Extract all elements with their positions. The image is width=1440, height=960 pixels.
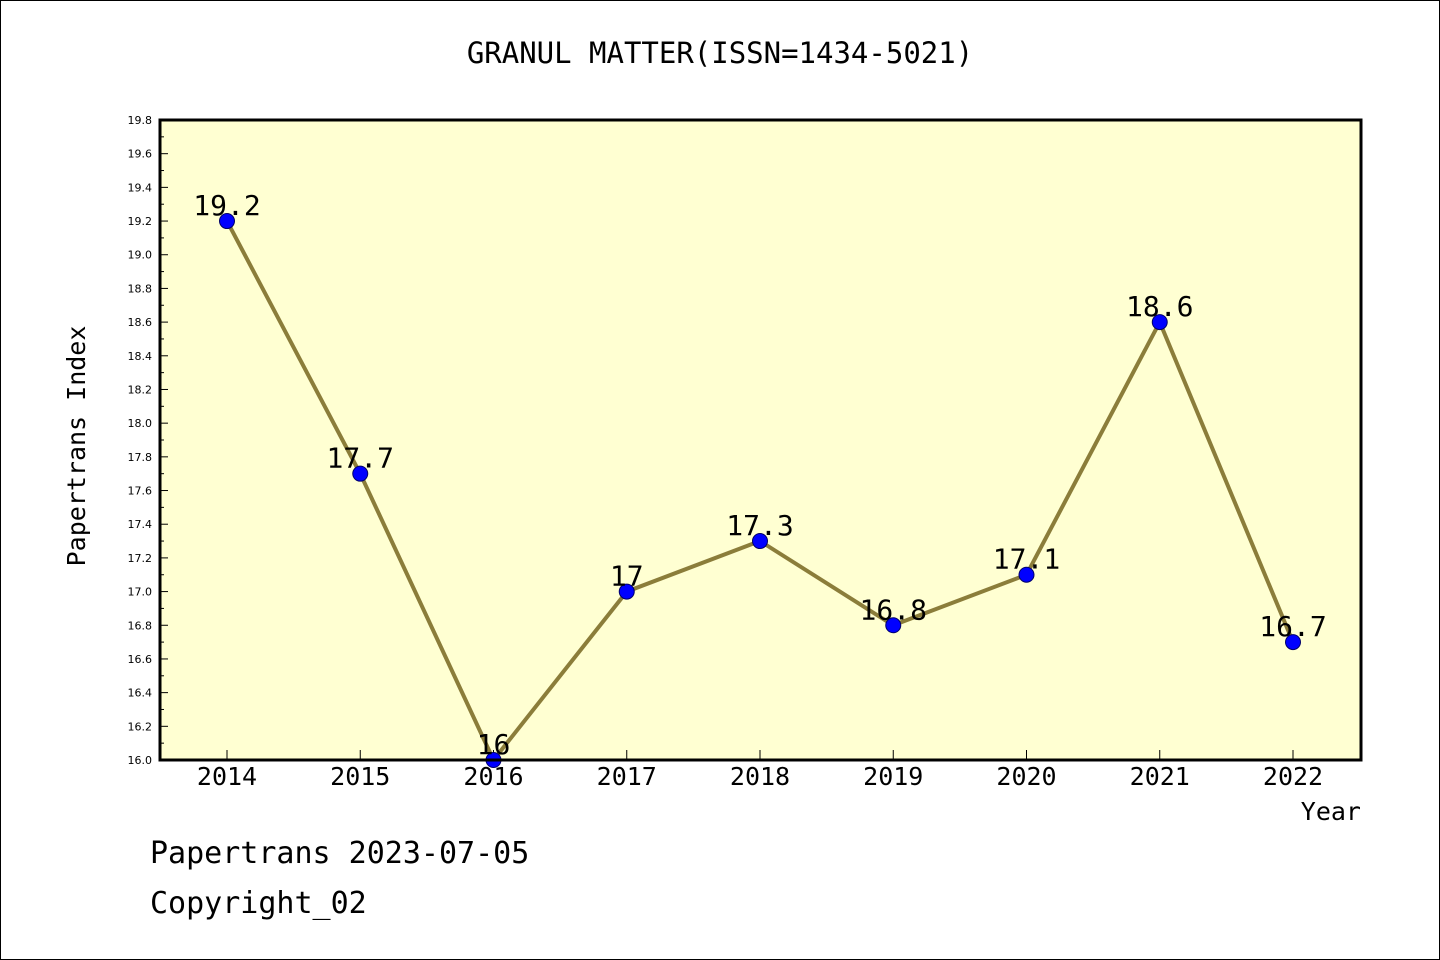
y-tick-label: 17.4	[128, 518, 153, 531]
y-tick-label: 18.6	[128, 316, 153, 329]
data-point	[1151, 314, 1168, 331]
data-point	[618, 583, 635, 600]
y-tick-label: 19.4	[128, 181, 153, 194]
chart-title: GRANUL MATTER(ISSN=1434-5021)	[466, 36, 974, 70]
x-tick-label: 2017	[597, 762, 657, 791]
data-label: 17.7	[327, 442, 394, 475]
y-tick-label: 19.8	[128, 114, 153, 127]
data-point	[1285, 634, 1301, 651]
x-tick-label: 2019	[863, 762, 923, 791]
plot-area	[160, 120, 1361, 760]
footer-date: Papertrans 2023-07-05	[150, 836, 530, 871]
y-tick-label: 19.2	[128, 215, 153, 228]
y-tick-label: 17.6	[128, 485, 153, 498]
data-label: 19.2	[193, 189, 260, 222]
y-tick-label: 18.0	[128, 417, 153, 430]
y-tick-label: 19.6	[128, 148, 153, 161]
x-axis-title: Year	[1301, 797, 1361, 826]
y-axis-ticks: 16.0 16.2 16.4 16.6 16.8 17.0 17.2 17.4 17.6 17.8…	[128, 114, 168, 767]
y-axis-title: Papertrans Index	[62, 326, 91, 567]
data-markers	[219, 213, 1301, 768]
data-label: 16.7	[1259, 610, 1326, 643]
y-tick-label: 16.4	[128, 687, 153, 700]
footer-copyright: Copyright_02	[150, 886, 367, 921]
y-tick-label: 18.4	[128, 350, 153, 363]
x-tick-label: 2022	[1263, 762, 1323, 791]
y-tick-label: 19.0	[128, 249, 153, 262]
data-point	[752, 533, 768, 550]
data-labels: 19.2 17.7 16 17 17.3 16.8 17.1 18.6 16.7	[193, 189, 1326, 761]
x-tick-label: 2015	[330, 762, 390, 791]
y-tick-label: 16.0	[128, 754, 153, 767]
data-point	[1018, 566, 1035, 583]
x-axis-ticks: 2014 2015 2016 2017 2018 2019 2020 2021 2022	[197, 750, 1323, 791]
data-label: 18.6	[1126, 290, 1193, 323]
data-label: 17.3	[726, 509, 793, 542]
data-point	[352, 465, 369, 482]
y-tick-label: 17.2	[128, 552, 153, 565]
plot-border	[158, 118, 1363, 762]
y-tick-label: 18.8	[128, 282, 153, 295]
data-label: 17	[610, 560, 644, 593]
y-tick-label: 18.2	[128, 383, 153, 396]
data-label: 16.8	[860, 593, 927, 626]
y-tick-label: 17.8	[128, 451, 153, 464]
data-label: 16	[477, 728, 511, 761]
x-tick-label: 2018	[730, 762, 790, 791]
y-tick-label: 16.8	[128, 619, 153, 632]
y-tick-label: 16.6	[128, 653, 153, 666]
data-point	[885, 617, 902, 634]
data-point	[219, 213, 235, 230]
data-label: 17.1	[993, 543, 1060, 576]
y-tick-label: 16.2	[128, 720, 153, 733]
x-tick-label: 2014	[197, 762, 257, 791]
x-tick-label: 2021	[1130, 762, 1190, 791]
y-tick-label: 17.0	[128, 586, 153, 599]
x-tick-label: 2020	[996, 762, 1056, 791]
